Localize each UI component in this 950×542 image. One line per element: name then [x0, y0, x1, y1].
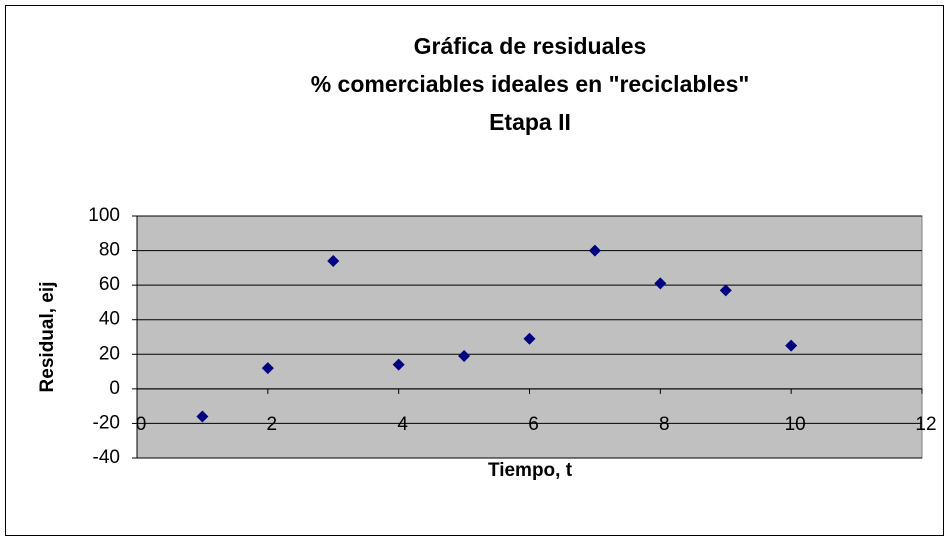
y-axis-title: Residual, eij	[37, 282, 58, 393]
data-point	[261, 362, 274, 375]
chart-title-line: Gráfica de residuales	[414, 33, 647, 59]
data-point	[458, 350, 471, 363]
data-point	[785, 339, 798, 352]
data-point	[588, 244, 601, 257]
chart-title-line: % comerciables ideales en "reciclables"	[311, 71, 750, 97]
y-tick-label: 40	[99, 309, 120, 330]
y-tick-label: 100	[88, 205, 120, 226]
y-tick-label: -40	[93, 447, 120, 468]
data-point	[392, 358, 405, 371]
x-axis-title: Tiempo, t	[488, 460, 573, 481]
chart-title-line: Etapa II	[489, 109, 571, 135]
x-tick-label: 12	[915, 414, 936, 435]
y-tick-label: 0	[109, 378, 120, 399]
x-tick-label: 0	[136, 414, 147, 435]
data-point	[654, 277, 667, 290]
x-tick-label: 10	[785, 414, 806, 435]
y-tick-label: 80	[99, 240, 120, 261]
y-tick-label: 60	[99, 274, 120, 295]
x-tick-label: 4	[397, 414, 408, 435]
data-point	[523, 332, 536, 345]
x-tick-label: 2	[267, 414, 278, 435]
x-tick-label: 8	[659, 414, 670, 435]
data-point	[196, 410, 209, 423]
y-tick-label: -20	[93, 412, 120, 433]
y-tick-label: 20	[99, 343, 120, 364]
data-point	[719, 284, 732, 297]
x-tick-label: 6	[528, 414, 539, 435]
data-point	[327, 254, 340, 267]
